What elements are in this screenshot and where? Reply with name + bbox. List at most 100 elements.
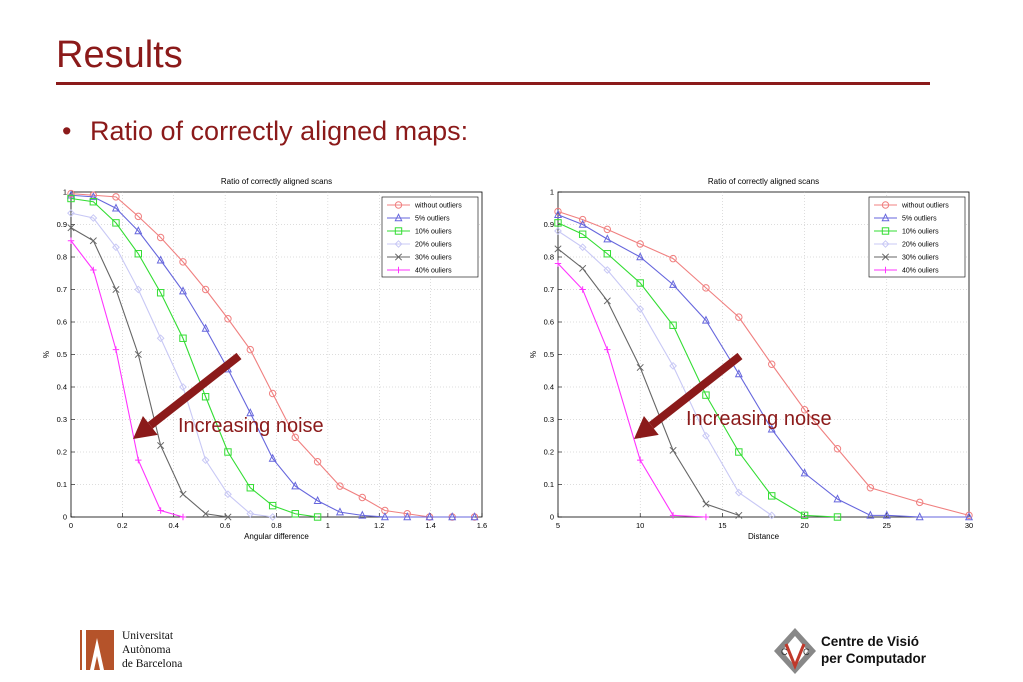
series-line [557,210,970,516]
data-point [134,226,143,235]
series-line [557,222,838,518]
legend-label: without outliers [901,203,949,210]
legend: without outliers 5% outliers 10% ouliers 20… [868,196,966,278]
uab-logo-icon [80,630,114,670]
data-point [112,346,120,353]
data-point [669,361,677,370]
data-point [134,212,143,221]
data-point [291,481,300,490]
bullet-text: Ratio of correctly aligned maps: [90,116,469,146]
arrow-shaft [648,352,743,429]
annotation-increasing-noise-left: Increasing noise [178,415,324,437]
x-tick-label: 1.2 [374,521,384,530]
data-point [579,264,587,272]
data-point [246,484,254,492]
legend-swatch-marker [394,240,403,248]
data-point [67,194,75,203]
data-point [702,513,710,521]
data-point [179,513,187,521]
data-point [767,424,776,433]
data-point [448,512,457,521]
x-tick-label: 5 [556,521,560,530]
y-tick-label: 0.5 [57,350,67,359]
grid-lines [71,192,482,517]
data-point [134,285,143,294]
data-point [112,243,120,252]
data-point [882,510,891,519]
series-2 [553,209,974,521]
y-tick-label: 0 [550,513,554,522]
x-tick-label: 0.2 [117,521,127,530]
data-point [734,369,743,378]
y-tick-label: 1 [63,188,67,197]
y-tick-label: 0.9 [57,220,67,229]
legend-swatch-marker [881,240,890,248]
data-point [246,345,254,354]
data-point [156,334,165,343]
uab-line-3: de Barcelona [122,658,183,670]
x-tick-label: 25 [883,521,891,530]
legend-label: 30% ouliers [415,255,452,262]
x-tick-label: 0.6 [220,521,230,530]
legend-label: 10% ouliers [902,229,939,236]
data-point [866,484,875,492]
data-point [701,315,710,324]
data-point [67,189,75,198]
data-point [669,321,677,329]
legend-label: 5% outliers [415,216,450,223]
data-point [603,234,612,243]
y-tick-label: 0.7 [57,285,67,294]
data-point [89,192,98,201]
legend-swatch-marker [395,266,402,274]
data-point [179,383,187,391]
data-point [800,406,809,414]
x-tick-label: 10 [636,521,644,530]
data-point [111,203,120,212]
series-3 [67,194,322,521]
data-point [291,510,299,518]
x-axis-label: Angular difference [244,532,309,541]
data-point [833,494,842,503]
title-underline [56,82,930,85]
data-point [224,448,232,456]
data-point [224,490,232,499]
legend-swatch-marker [394,253,403,261]
data-point [313,458,322,466]
data-point [578,215,587,224]
cvc-line-1: Centre de Visió [821,634,920,649]
data-point [425,512,434,521]
data-point [380,512,389,521]
data-point [636,363,644,372]
data-point [67,237,75,244]
data-point [67,224,75,232]
y-tick-label: 0.4 [544,383,554,392]
y-tick-label: 0.8 [544,253,554,262]
y-axis-label: % [529,351,538,358]
y-tick-label: 0.7 [544,285,554,294]
cvc-logo-text: Centre de Visió per Computador [821,633,926,667]
y-tick-label: 0.4 [57,383,67,392]
data-point [669,446,677,454]
data-point [179,490,187,498]
x-tick-label: 1.4 [425,521,435,530]
series-6 [554,260,710,521]
data-point [768,492,776,500]
legend-label: 40% ouliers [902,268,939,275]
data-point [313,513,322,521]
data-point [89,214,98,222]
data-point [358,510,367,519]
data-point [735,511,743,519]
data-point [157,507,164,514]
legend-swatch-marker [394,213,403,222]
series-line [70,240,184,518]
x-tick-label: 0.8 [271,521,281,530]
data-point [156,289,165,297]
data-point [178,286,188,295]
data-point [702,284,710,292]
slide-title: Results [56,34,183,76]
x-tick-label: 15 [718,521,726,530]
data-point [767,511,776,520]
noise-arrow-right [634,352,743,439]
data-point [202,510,210,518]
